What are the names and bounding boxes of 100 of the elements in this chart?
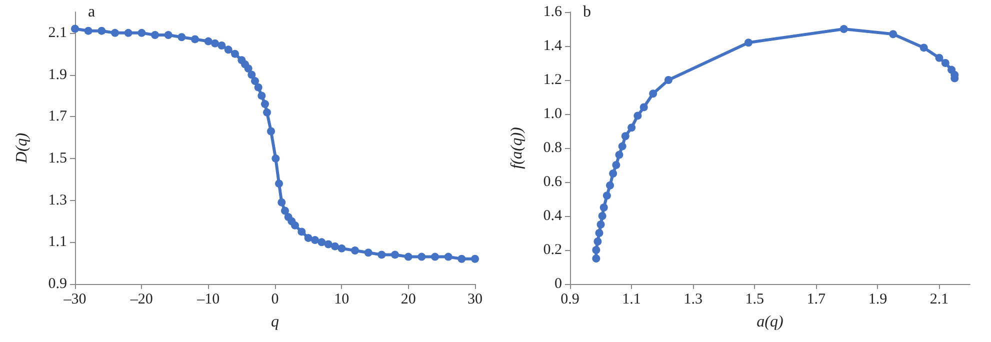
point bbox=[204, 37, 212, 46]
x-axis-title: q bbox=[271, 314, 279, 330]
y-tick-label: 0.6 bbox=[543, 174, 562, 190]
point bbox=[254, 83, 262, 92]
point bbox=[602, 192, 611, 200]
point bbox=[418, 252, 426, 261]
point bbox=[324, 240, 332, 248]
point bbox=[98, 26, 106, 35]
y-tick-label: 1.6 bbox=[543, 4, 562, 20]
point bbox=[224, 46, 232, 54]
point bbox=[258, 92, 266, 100]
point bbox=[364, 248, 372, 257]
point bbox=[231, 50, 239, 58]
x-tick-label: 30 bbox=[468, 292, 482, 308]
point bbox=[649, 90, 658, 98]
point bbox=[338, 244, 346, 252]
point bbox=[664, 76, 672, 84]
point bbox=[304, 234, 312, 242]
point bbox=[331, 242, 339, 250]
x-tick-label: 1.1 bbox=[622, 292, 641, 308]
point bbox=[71, 24, 79, 33]
point bbox=[600, 204, 608, 212]
y-tick-label: 1.0 bbox=[543, 106, 562, 122]
point bbox=[191, 35, 199, 44]
y-tick-label: 2.1 bbox=[48, 24, 67, 41]
point bbox=[111, 28, 119, 37]
point bbox=[244, 64, 252, 72]
point bbox=[298, 228, 306, 236]
point bbox=[744, 38, 752, 47]
point bbox=[164, 31, 172, 40]
point bbox=[281, 206, 289, 215]
point bbox=[606, 181, 614, 190]
x-tick-label: 1.3 bbox=[684, 292, 702, 308]
point bbox=[615, 150, 624, 159]
point bbox=[124, 28, 132, 37]
x-tick-label: 1.7 bbox=[806, 292, 826, 308]
point bbox=[291, 221, 299, 230]
point bbox=[595, 229, 604, 237]
point bbox=[618, 142, 626, 150]
y-tick-label: 1.2 bbox=[543, 72, 562, 88]
point bbox=[598, 212, 606, 220]
y-tick-label: 1.1 bbox=[48, 234, 67, 250]
point bbox=[151, 31, 159, 40]
y-tick-label: 1.7 bbox=[48, 108, 68, 125]
point bbox=[84, 26, 92, 35]
point bbox=[351, 246, 359, 255]
y-axis-title: D(q) bbox=[14, 132, 30, 164]
y-tick-label: 0.8 bbox=[543, 140, 562, 156]
point bbox=[275, 180, 283, 188]
x-tick-label: 20 bbox=[400, 292, 416, 308]
x-tick-label: –30 bbox=[62, 292, 86, 308]
point bbox=[594, 238, 602, 246]
point bbox=[311, 236, 319, 244]
point bbox=[621, 132, 630, 140]
y-tick-label: 1.5 bbox=[48, 150, 67, 166]
y-tick-label: 1.4 bbox=[543, 38, 562, 54]
point bbox=[248, 70, 256, 79]
point bbox=[431, 252, 439, 261]
point bbox=[278, 198, 286, 206]
point bbox=[261, 100, 269, 108]
point bbox=[218, 41, 226, 50]
y-tick-label: 0.4 bbox=[543, 208, 562, 224]
point bbox=[458, 254, 466, 263]
point bbox=[889, 30, 898, 38]
x-axis-title: a(q) bbox=[756, 314, 784, 330]
x-tick-label: 0 bbox=[271, 292, 279, 308]
point bbox=[404, 252, 412, 261]
x-tick-label: –20 bbox=[129, 292, 153, 308]
point bbox=[444, 252, 452, 261]
point bbox=[251, 77, 259, 86]
point bbox=[628, 124, 636, 132]
point bbox=[609, 170, 618, 178]
point bbox=[267, 127, 275, 136]
point bbox=[640, 103, 648, 112]
point bbox=[941, 59, 950, 67]
point bbox=[272, 154, 280, 162]
point bbox=[840, 25, 848, 33]
point bbox=[935, 54, 944, 62]
point bbox=[378, 250, 386, 259]
x-tick-label: 1.9 bbox=[868, 292, 888, 308]
x-tick-label: 10 bbox=[334, 292, 350, 308]
point bbox=[920, 44, 928, 52]
point bbox=[592, 254, 600, 262]
y-tick-label: 0 bbox=[554, 276, 562, 292]
x-tick-label: 0.9 bbox=[560, 292, 580, 308]
point bbox=[391, 250, 399, 259]
x-tick-label: –10 bbox=[196, 292, 220, 308]
point bbox=[471, 254, 479, 263]
annotation: a bbox=[88, 4, 96, 20]
x-tick-label: 2.1 bbox=[930, 292, 949, 308]
y-axis-title: f(a(q)) bbox=[508, 127, 526, 169]
point bbox=[596, 220, 605, 228]
y-tick-label: 0.9 bbox=[48, 276, 67, 292]
y-tick-label: 1.9 bbox=[48, 66, 67, 83]
point bbox=[612, 161, 620, 169]
point bbox=[634, 112, 642, 120]
x-tick-label: 1.5 bbox=[745, 292, 764, 308]
point bbox=[263, 108, 271, 116]
point bbox=[138, 28, 146, 37]
annotation: b bbox=[583, 4, 591, 20]
